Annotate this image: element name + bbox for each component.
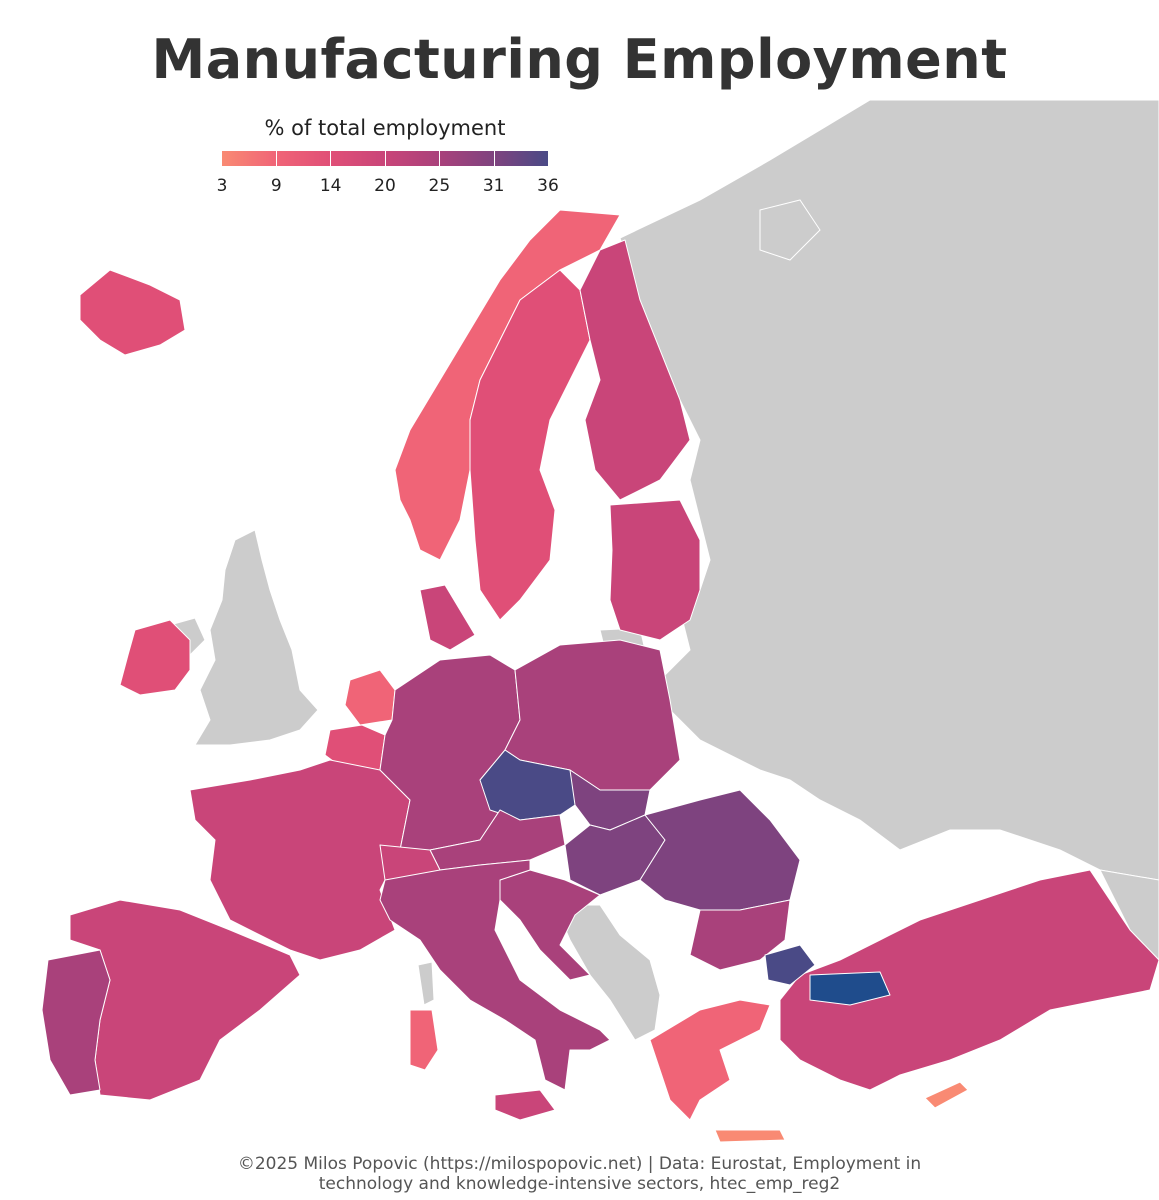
- region-greece: [649, 999, 771, 1121]
- legend-tick-label: 20: [374, 176, 396, 196]
- region-portugal: [41, 949, 111, 1096]
- region-sardinia: [409, 1009, 439, 1071]
- region-sweden: [469, 269, 591, 621]
- region-finland: [579, 239, 691, 501]
- legend-color-bar: [222, 151, 548, 166]
- legend-swatch: [276, 151, 331, 166]
- region-sicily: [494, 1089, 556, 1121]
- russia-landmass: [619, 99, 1159, 881]
- region-romania: [639, 789, 801, 911]
- footer-line: ©2025 Milos Popovic (https://milospopovi…: [237, 1154, 922, 1174]
- legend-swatch: [494, 151, 548, 166]
- region-bulgaria: [689, 899, 791, 971]
- legend-swatch: [331, 151, 386, 166]
- region-slovenia-croatia: [499, 869, 601, 981]
- balkans-grey: [554, 904, 661, 1041]
- legend-tick-label: 31: [482, 176, 505, 196]
- region-crete: [714, 1129, 786, 1143]
- corsica: [417, 961, 435, 1006]
- region-denmark: [419, 584, 476, 651]
- great-britain: [194, 529, 319, 746]
- map-title: Manufacturing Employment: [151, 28, 1008, 91]
- legend-ticks: 3 9 14 20 25 31 36: [217, 176, 559, 200]
- legend-swatch: [385, 151, 440, 166]
- footer-credits: ©2025 Milos Popovic (https://milospopovi…: [0, 1154, 1159, 1194]
- kola: [759, 199, 821, 261]
- region-thrace: [764, 944, 816, 986]
- legend-tick-label: 9: [270, 176, 282, 196]
- legend-title: % of total employment: [264, 116, 506, 140]
- region-iceland: [79, 269, 186, 356]
- legend-tick-label: 3: [216, 176, 228, 196]
- legend-tick-label: 25: [428, 176, 451, 196]
- legend-tick-label: 36: [537, 176, 559, 196]
- region-turkey: [779, 869, 1159, 1091]
- turkey-east-border: [1099, 869, 1159, 961]
- region-ireland: [119, 619, 191, 696]
- footer-line: technology and knowledge-intensive secto…: [318, 1174, 841, 1194]
- region-italy: [379, 859, 611, 1091]
- legend-swatch: [222, 151, 277, 166]
- legend-swatch: [440, 151, 495, 166]
- legend-tick-label: 14: [319, 176, 342, 196]
- region-baltics: [609, 499, 701, 641]
- region-france: [189, 759, 411, 961]
- region-ankara-bursa: [809, 971, 891, 1006]
- region-netherlands: [344, 669, 396, 726]
- region-cyprus: [924, 1081, 969, 1109]
